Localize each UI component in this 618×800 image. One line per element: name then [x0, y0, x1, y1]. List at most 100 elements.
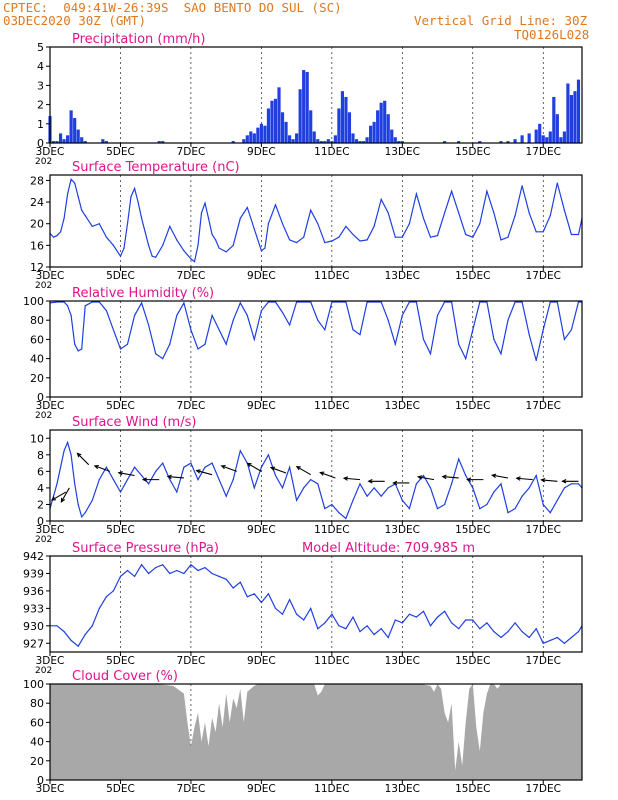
press-point — [274, 607, 277, 610]
press-point — [338, 625, 340, 627]
rh-point — [74, 343, 76, 345]
rh-point — [197, 348, 199, 350]
wind-arrow-shaft — [167, 476, 184, 479]
temp-point — [352, 233, 354, 236]
temp-point — [310, 209, 312, 211]
rh-point — [317, 319, 319, 321]
x-tick-label: 9DEC — [247, 146, 276, 158]
precip-bar — [312, 131, 316, 143]
year-label: 202 — [35, 411, 52, 421]
wind-point — [563, 487, 566, 489]
x-tick-label: 13DEC — [385, 270, 420, 282]
wind-arrow — [515, 476, 533, 481]
y-tick-label: 80 — [30, 314, 44, 327]
y-tick-label: 100 — [23, 678, 44, 691]
precip-bar — [372, 121, 376, 143]
precip-bar — [347, 112, 352, 143]
wind-point — [493, 491, 495, 493]
temp-point — [98, 223, 100, 225]
panel-cloud: 0 20 40 60 80 100 3DEC 5DEC 7DEC 9DEC 11DEC 13DEC 15… — [23, 669, 583, 795]
rh-point — [500, 353, 502, 355]
x-tick-label: 5DEC — [106, 524, 135, 536]
wind-point — [225, 495, 227, 497]
panel-frame — [49, 429, 583, 522]
temp-point — [56, 235, 58, 237]
x-tick-label: 11DEC — [314, 783, 349, 795]
temp-point — [218, 247, 220, 249]
temp-point — [225, 251, 227, 253]
temp-point — [535, 231, 537, 233]
x-tick-label: 11DEC — [314, 524, 349, 536]
temp-point — [281, 223, 284, 225]
precip-bar — [365, 137, 369, 143]
rh-point — [267, 301, 269, 303]
press-point — [310, 607, 312, 610]
rh-point — [310, 301, 312, 303]
wind-point — [98, 479, 100, 481]
precip-bar — [66, 135, 70, 143]
x-tick-label: 13DEC — [385, 655, 420, 667]
precip-bar — [330, 141, 334, 143]
wind-point — [387, 487, 389, 489]
precip-bar — [309, 110, 313, 143]
precip-bar — [280, 112, 285, 143]
press-point — [549, 639, 551, 642]
temp-point — [401, 236, 403, 238]
temp-point — [148, 244, 150, 246]
temp-point — [151, 255, 153, 257]
precip-bar — [161, 141, 165, 143]
rh-point — [296, 301, 298, 303]
press-point — [296, 613, 298, 615]
wind-arrow-head — [561, 479, 567, 484]
x-tick-label: 9DEC — [247, 270, 276, 282]
precip-bar — [538, 123, 542, 143]
precip-bar — [344, 96, 348, 143]
temp-point — [123, 247, 125, 249]
precip-bar — [302, 70, 306, 143]
precip-bar — [457, 141, 461, 143]
temp-point — [345, 225, 347, 227]
temp-point — [387, 212, 389, 214]
wind-point — [429, 487, 432, 489]
press-point — [190, 564, 192, 566]
panel-temp: 12 16 20 24 28 3DEC 5DEC 7DEC 9DEC 11DEC 13DEC 15DE… — [30, 160, 583, 291]
rh-point — [56, 301, 58, 303]
precip-bar — [291, 139, 295, 143]
rh-point — [162, 358, 164, 360]
wind-arrow-head — [466, 477, 472, 482]
press-point — [479, 628, 481, 630]
temp-point — [137, 201, 139, 203]
wind-arrow-head — [141, 477, 148, 482]
press-point — [91, 625, 93, 627]
rh-point — [289, 324, 291, 326]
press-point — [105, 596, 107, 598]
x-tick-label: 3DEC — [36, 270, 65, 282]
x-tick-label: 9DEC — [247, 524, 276, 536]
y-tick-label: 40 — [30, 736, 44, 749]
wind-point — [465, 474, 467, 477]
panel-rh: 0 20 40 60 80 100 3DEC 5DEC 7DEC 9DEC 11DEC 13DEC 15… — [23, 286, 583, 421]
temp-point — [70, 178, 72, 180]
temp-point — [176, 239, 178, 241]
temp-point — [436, 235, 439, 237]
x-tick-label: 17DEC — [526, 146, 561, 158]
temp-line — [49, 178, 583, 263]
wind-point — [500, 483, 502, 485]
precip-bar — [55, 141, 59, 143]
rh-point — [465, 358, 467, 360]
wind-point — [542, 503, 544, 506]
press-point — [176, 569, 178, 572]
rh-point — [281, 311, 284, 314]
temp-point — [239, 217, 241, 219]
precip-bar — [259, 123, 263, 143]
temp-point — [119, 255, 122, 257]
x-tick-label: 7DEC — [177, 524, 206, 536]
wind-point — [317, 483, 319, 485]
y-tick-label: 60 — [30, 716, 44, 729]
precip-bar — [358, 141, 362, 143]
x-tick-label: 11DEC — [314, 655, 349, 667]
y-tick-label: 16 — [30, 239, 44, 252]
precip-bar — [573, 91, 577, 143]
rh-point — [359, 334, 361, 336]
rh-point — [232, 319, 234, 321]
